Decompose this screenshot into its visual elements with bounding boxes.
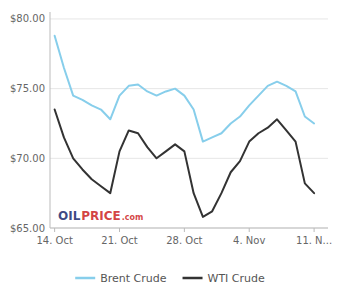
x-tick [54,228,55,232]
annotation: PRICE [81,209,121,223]
legend-swatch [75,277,95,280]
x-tick [119,228,120,232]
x-tick-label: 21. Oct [101,235,137,246]
x-tick-label: 4. Nov [233,235,265,246]
legend-swatch [183,277,203,280]
y-tick-label: $65.00 [10,223,45,234]
grid-line [50,18,328,19]
series-line [55,36,314,142]
legend-item: Brent Crude [75,272,167,285]
x-tick [184,228,185,232]
series-line [55,110,314,217]
x-tick [314,228,315,232]
annotation: OIL [58,209,81,223]
x-axis [50,228,328,229]
legend-label: WTI Crude [208,272,265,285]
y-axis [50,12,51,228]
x-tick-label: 28. Oct [166,235,202,246]
grid-line [50,228,328,229]
legend: Brent Crude WTI Crude [75,272,265,285]
x-tick-label: 14. Oct [36,235,72,246]
y-tick-label: $80.00 [10,13,45,24]
grid [50,19,328,228]
grid-line [50,158,328,159]
lines [55,36,314,217]
x-tick-label: 11. N... [296,235,332,246]
annotation: .com [122,213,144,222]
y-tick-label: $75.00 [10,83,45,94]
legend-label: Brent Crude [100,272,167,285]
x-tick [249,228,250,232]
y-tick-label: $70.00 [10,153,45,164]
chart: $65.00 $70.00 $75.00 $80.00 14. Oct 21. Oct 28… [0,0,340,300]
grid-line [50,88,328,89]
legend-item: WTI Crude [183,272,265,285]
